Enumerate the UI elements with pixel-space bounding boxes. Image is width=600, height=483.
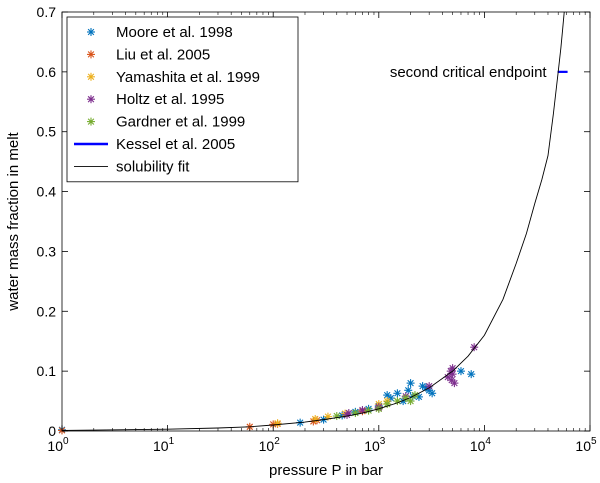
data-point-series-2 [273, 419, 282, 428]
legend-marker [87, 72, 95, 81]
legend-item: Kessel et al. 2005 [74, 136, 235, 153]
x-tick-label: 103 [364, 436, 386, 454]
legend-box [66, 16, 299, 183]
data-point-series-0 [428, 389, 437, 398]
legend-item: Holtz et al. 1995 [87, 91, 224, 108]
legend-item: Yamashita et al. 1999 [87, 69, 260, 86]
legend-label: Moore et al. 1998 [116, 24, 233, 41]
x-axis-label: pressure P in bar [269, 462, 383, 479]
x-tick-label: 101 [153, 436, 175, 454]
y-tick-label: 0.1 [37, 363, 57, 379]
data-point-series-0 [456, 367, 465, 376]
y-tick-label: 0.7 [37, 4, 57, 20]
legend-marker [87, 50, 95, 59]
y-axis-label: water mass fraction in melt [5, 131, 22, 311]
data-point-series-0 [467, 370, 476, 379]
x-tick-label: 104 [470, 436, 492, 454]
y-tick-label: 0.2 [37, 303, 57, 319]
data-point-series-4 [332, 412, 341, 421]
data-point-series-2 [311, 415, 320, 424]
data-point-series-0 [406, 379, 415, 388]
x-tick-label: 102 [259, 436, 281, 454]
data-point-series-4 [393, 397, 402, 406]
y-tick-label: 0.6 [37, 64, 57, 80]
axes-box [61, 11, 591, 432]
annotations: second critical endpoint [390, 64, 548, 81]
data-point-series-0 [404, 386, 413, 395]
legend-marker [87, 117, 95, 126]
plot-area [58, 11, 568, 435]
legend-label: Gardner et al. 1999 [116, 114, 245, 131]
legend-item: Liu et al. 2005 [87, 46, 210, 63]
legend-item: Moore et al. 1998 [87, 24, 233, 41]
legend-item: Gardner et al. 1999 [87, 114, 245, 131]
data-point-series-3 [425, 382, 434, 391]
legend-marker [87, 28, 95, 36]
legend: Moore et al. 1998 Liu et al. 2005 Yamashit… [66, 16, 299, 183]
data-point-series-0 [393, 389, 402, 398]
annotation-label: second critical endpoint [390, 64, 548, 81]
legend-label: Liu et al. 2005 [116, 46, 210, 63]
legend-label: solubility fit [116, 158, 190, 175]
data-point-series-4 [406, 397, 415, 406]
legend-label: Holtz et al. 1995 [116, 91, 224, 108]
data-point-series-4 [351, 409, 360, 418]
y-tick-label: 0.4 [37, 184, 57, 200]
y-tick-label: 0 [48, 423, 56, 439]
y-tick-label: 0.5 [37, 124, 57, 140]
series-line-solubility-fit [61, 11, 565, 431]
legend-marker [87, 95, 95, 104]
legend-label: Yamashita et al. 1999 [116, 69, 260, 86]
y-tick-label: 0.3 [37, 243, 57, 259]
x-tick-label: 105 [575, 436, 597, 454]
data-point-series-3 [450, 379, 459, 388]
legend-item: solubility fit [74, 158, 190, 175]
legend-label: Kessel et al. 2005 [116, 136, 235, 153]
